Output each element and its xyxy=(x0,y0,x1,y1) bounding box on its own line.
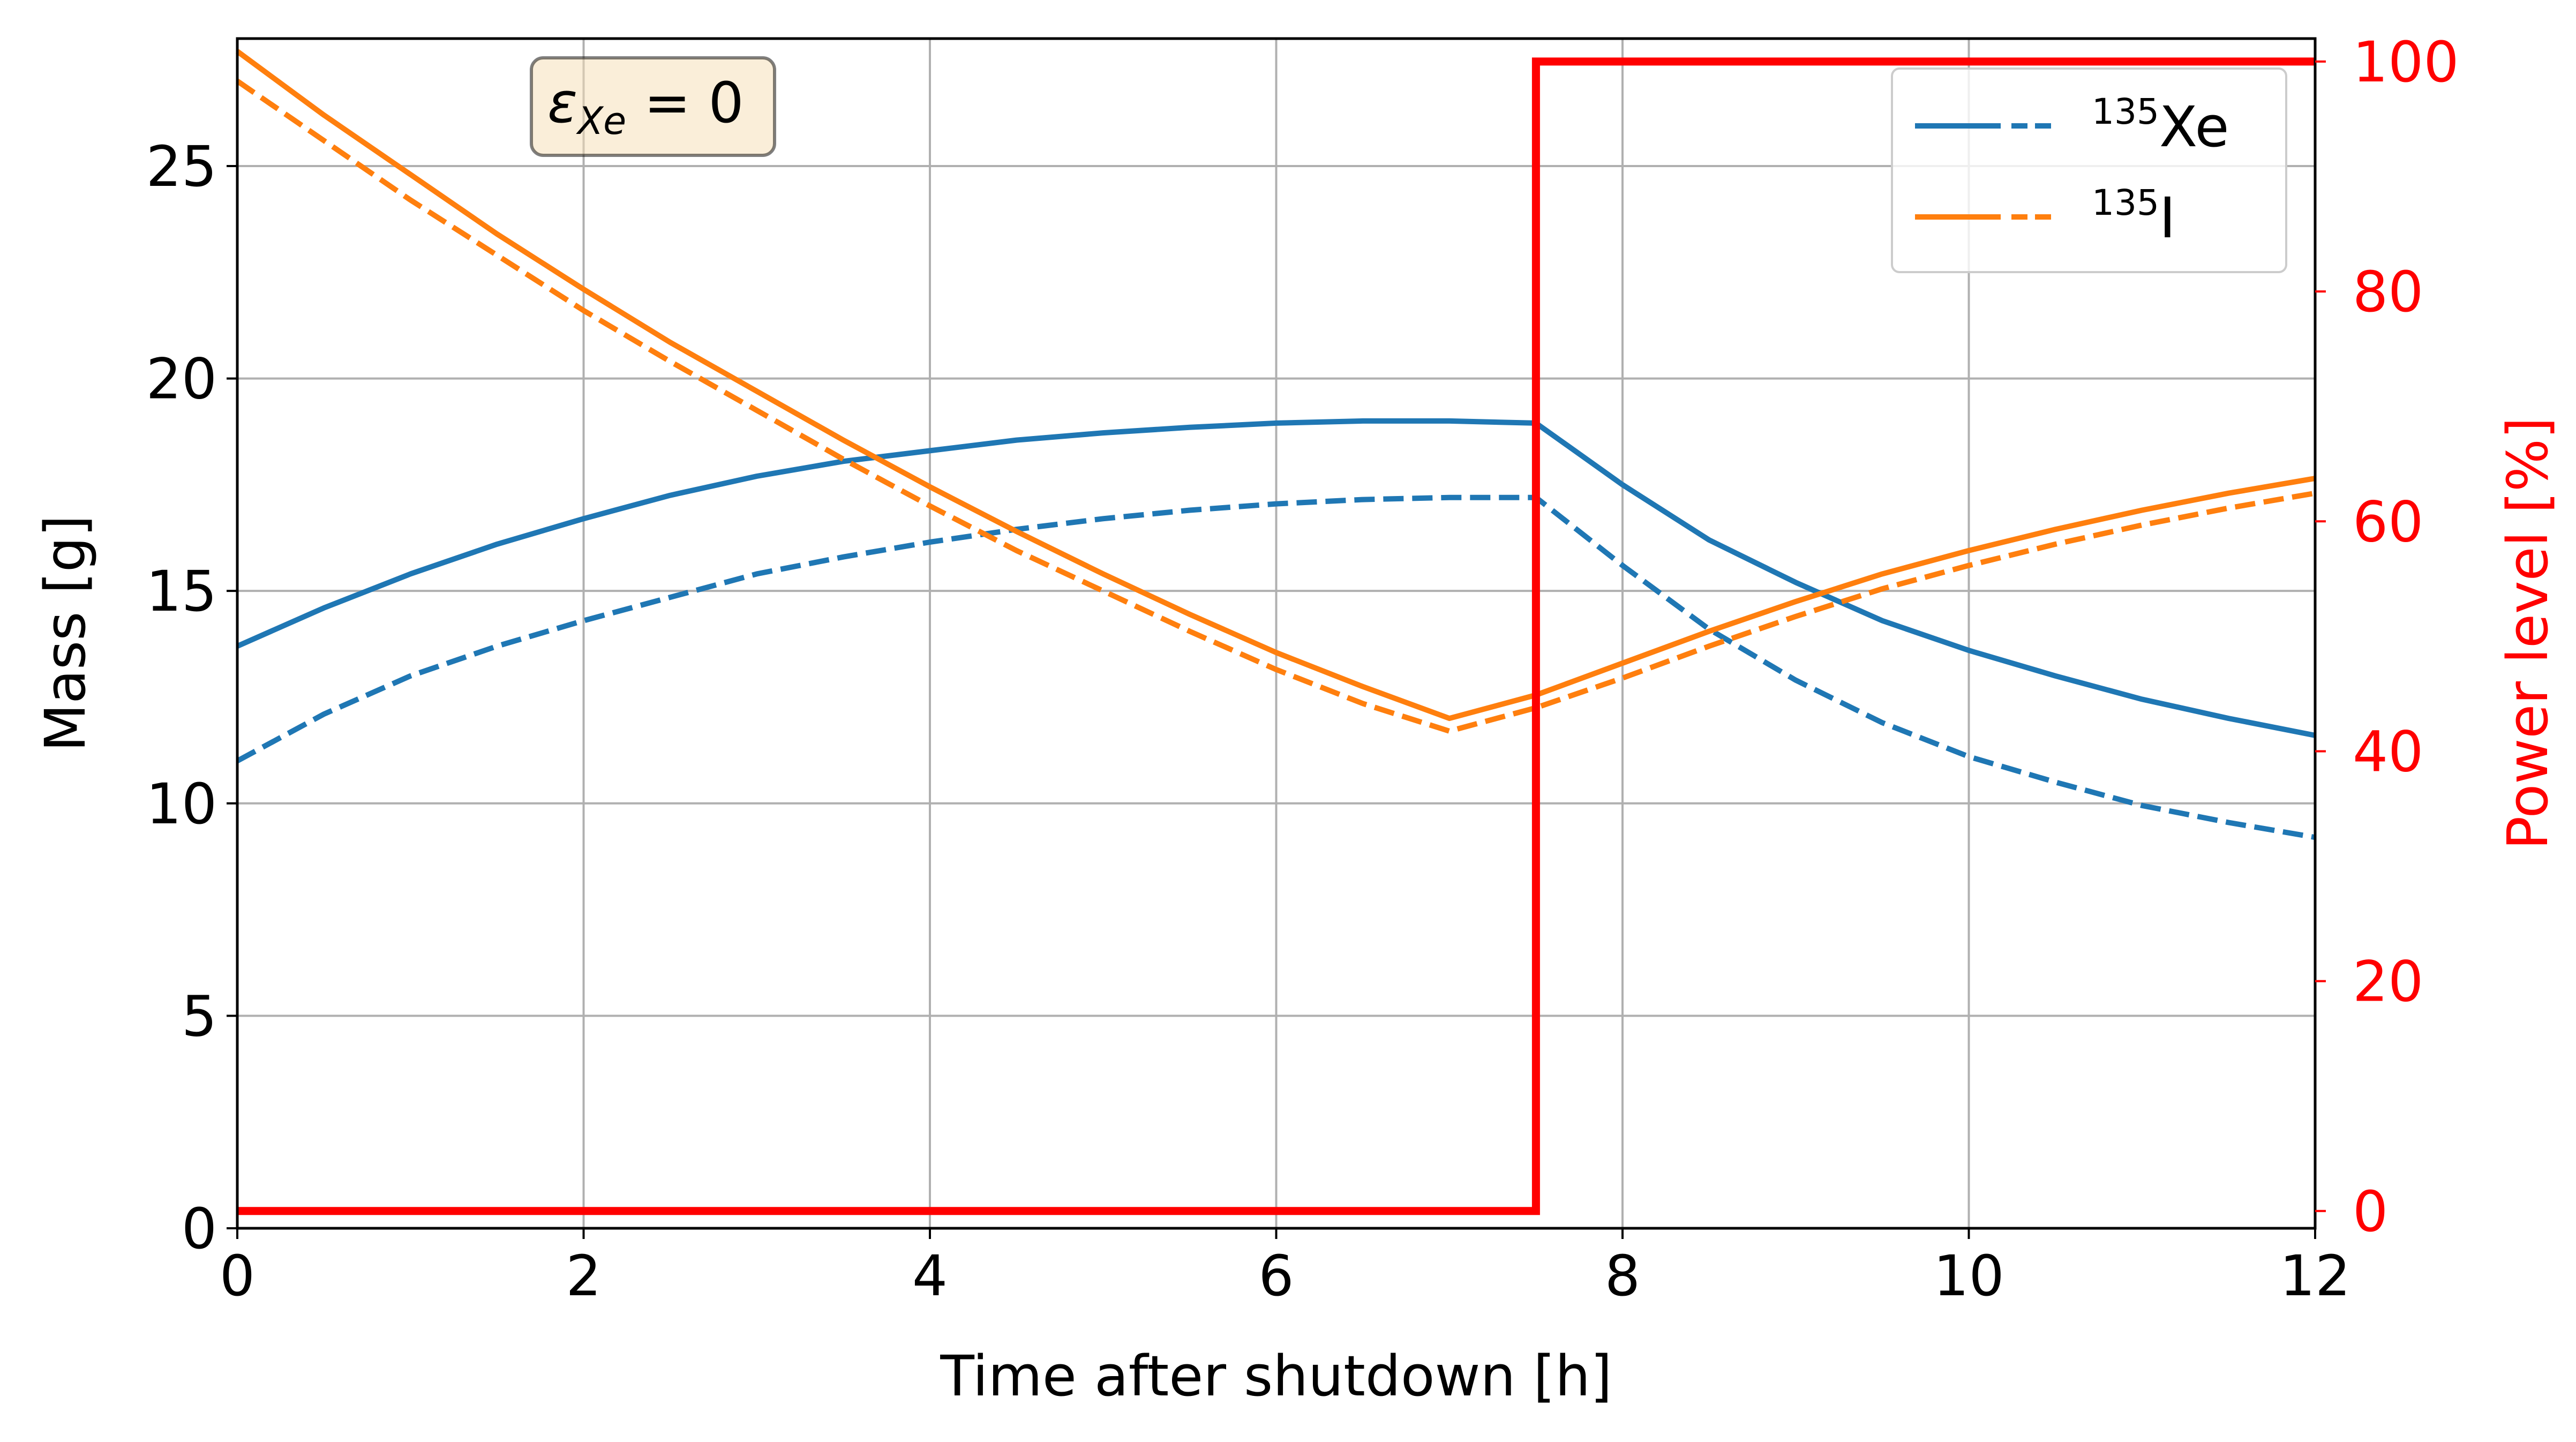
y-right-tick-label: 0 xyxy=(2353,1179,2388,1244)
power-level-line xyxy=(237,57,2315,1215)
annotation-symbol: ε xyxy=(547,70,577,136)
series-line-1 xyxy=(236,494,2316,840)
annotation-subscript: Xe xyxy=(575,99,626,143)
y-right-tick-label: 80 xyxy=(2353,259,2423,325)
x-tick-label: 0 xyxy=(220,1243,255,1309)
series-line-2 xyxy=(236,49,2316,722)
y-right-axis-label: Power level [%] xyxy=(2495,417,2560,850)
x-tick-label: 12 xyxy=(2280,1243,2350,1309)
series-line-3 xyxy=(236,79,2316,734)
y-tick-label: 15 xyxy=(146,559,217,624)
x-tick-label: 2 xyxy=(566,1243,601,1309)
legend-box xyxy=(1891,67,2287,273)
y-axis-label: Mass [g] xyxy=(33,515,98,752)
y-tick-label: 5 xyxy=(182,983,217,1049)
y-right-tick-label: 40 xyxy=(2353,719,2423,784)
legend-label-sup: 135 xyxy=(2092,182,2159,223)
legend-label: 135I xyxy=(2092,182,2176,251)
x-tick-label: 6 xyxy=(1258,1243,1294,1309)
legend-label: 135Xe xyxy=(2092,91,2229,160)
y-tick-label: 20 xyxy=(146,347,217,412)
series-line-0 xyxy=(236,418,2316,738)
legend-label-sup: 135 xyxy=(2092,91,2159,132)
power-level-group xyxy=(237,57,2315,1215)
legend-label-base: Xe xyxy=(2159,94,2229,160)
series-group xyxy=(236,49,2316,840)
x-tick-label: 10 xyxy=(1933,1243,2004,1309)
y-right-tick-label: 100 xyxy=(2353,29,2459,95)
annotation-text: εXe = 0 xyxy=(547,70,744,143)
annotation-rest: = 0 xyxy=(626,70,743,136)
y-right-tick-label: 20 xyxy=(2353,949,2423,1015)
y-tick-label: 25 xyxy=(146,134,217,199)
y-right-tick-label: 60 xyxy=(2353,489,2423,554)
y-tick-label: 0 xyxy=(182,1196,217,1261)
legend-label-base: I xyxy=(2159,185,2176,251)
x-axis-label: Time after shutdown [h] xyxy=(940,1343,1612,1409)
x-tick-label: 8 xyxy=(1605,1243,1640,1309)
annotation-box xyxy=(530,56,776,157)
epsilon-annotation: εXe = 0 xyxy=(530,56,776,157)
y-tick-label: 10 xyxy=(146,771,217,837)
x-tick-label: 4 xyxy=(912,1243,948,1309)
